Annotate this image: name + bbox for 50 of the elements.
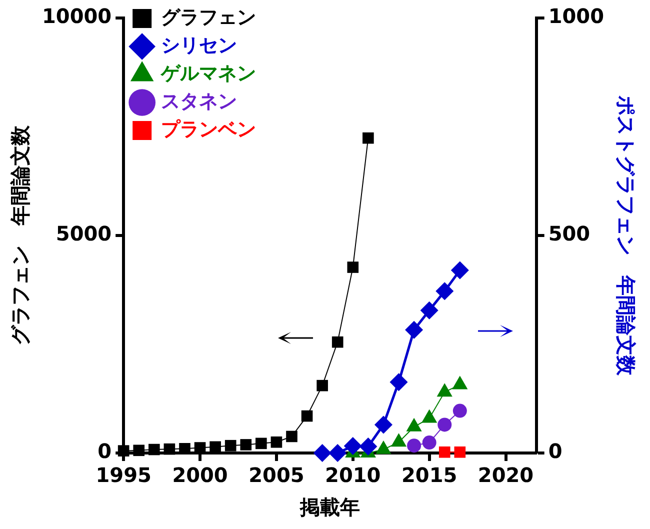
point bbox=[359, 437, 378, 456]
y-tick-label: 10000 bbox=[42, 4, 112, 28]
legend-label: ゲルマネン bbox=[160, 62, 256, 84]
point bbox=[436, 282, 454, 300]
x-tick-label: 2000 bbox=[172, 463, 228, 488]
point bbox=[454, 446, 466, 458]
x-tick-label: 2005 bbox=[248, 463, 304, 488]
point bbox=[224, 440, 236, 452]
point bbox=[390, 373, 408, 392]
point bbox=[438, 446, 450, 458]
x-tick-label: 1995 bbox=[96, 463, 152, 488]
x-tick-label: 2015 bbox=[401, 463, 458, 488]
legend-label: グラフェン bbox=[161, 6, 256, 28]
y-tick-label: 5000 bbox=[56, 222, 112, 246]
point bbox=[316, 380, 328, 392]
point bbox=[420, 301, 438, 320]
point bbox=[164, 443, 176, 455]
point bbox=[422, 436, 436, 450]
point bbox=[133, 444, 145, 456]
y-tick-label: 0 bbox=[98, 439, 112, 464]
point bbox=[286, 430, 298, 442]
point bbox=[347, 262, 359, 273]
legend-label: プランベン bbox=[161, 118, 256, 140]
legend-label: スタネン bbox=[161, 90, 238, 112]
y-axis-title: グラフェン 年間論文数 bbox=[8, 124, 32, 346]
y2-tick-label: 0 bbox=[548, 439, 562, 464]
point bbox=[270, 436, 282, 448]
point bbox=[407, 438, 422, 453]
point bbox=[374, 416, 392, 434]
point bbox=[344, 437, 362, 456]
x-axis-title: 掲載年 bbox=[298, 495, 360, 520]
legend-label: シリセン bbox=[161, 34, 238, 56]
point bbox=[405, 320, 424, 339]
point bbox=[362, 132, 374, 144]
point bbox=[256, 438, 267, 450]
point bbox=[452, 404, 467, 418]
point bbox=[313, 444, 332, 462]
y2-tick-label: 1000 bbox=[548, 4, 604, 28]
y2-tick-label: 500 bbox=[548, 222, 590, 246]
point bbox=[240, 439, 252, 450]
point bbox=[328, 444, 347, 462]
y2-axis-title: ポストグラフェン 年間論文数 bbox=[614, 94, 638, 376]
x-tick-label: 2010 bbox=[325, 463, 381, 488]
x-tick-label: 2020 bbox=[478, 463, 534, 488]
point bbox=[210, 441, 221, 453]
point bbox=[450, 261, 469, 280]
point bbox=[332, 336, 344, 348]
point bbox=[148, 444, 160, 456]
point bbox=[301, 410, 313, 422]
point bbox=[438, 418, 452, 432]
